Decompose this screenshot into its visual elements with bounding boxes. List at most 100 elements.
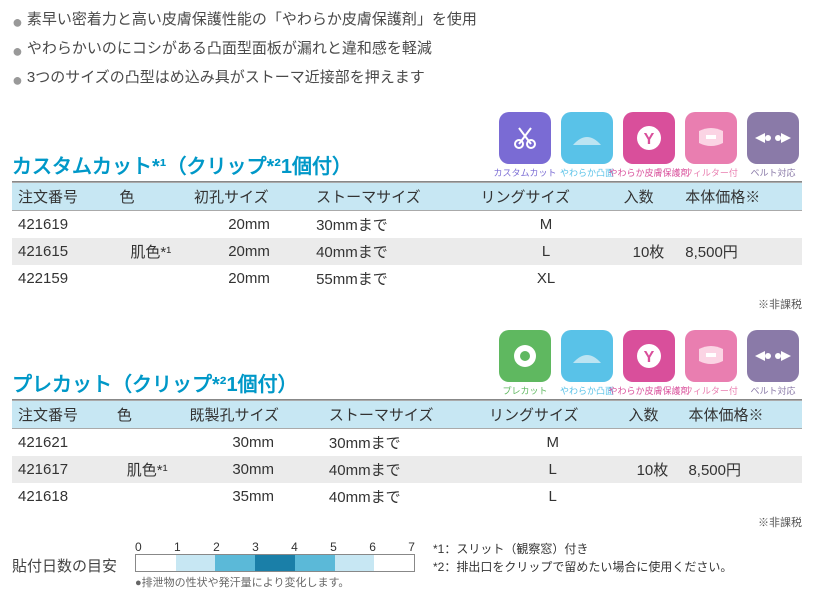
table-row: 421621 30mm 30mmまで M	[12, 429, 802, 457]
icon-label: フィルター付	[684, 166, 738, 179]
icon-precut: プレカット	[496, 330, 554, 397]
cell-ring: M	[474, 211, 617, 239]
cell-color: 肌色*¹	[114, 238, 189, 265]
col-qty: 入数	[618, 183, 680, 211]
scissors-icon	[499, 112, 551, 164]
cell-qty: 10枚	[618, 238, 680, 265]
cell-ring: L	[483, 483, 622, 510]
cell-color	[114, 265, 189, 292]
feature-icons: カスタムカット やわらか凸面 Y やわらか皮膚保護剤 フィルター付 ベルト対応	[496, 112, 802, 179]
cell-price: 8,500円	[682, 456, 802, 483]
wear-days-label: 貼付日数の目安	[12, 555, 117, 576]
scale-ticks: 0 1 2 3 4 5 6 7	[135, 540, 415, 554]
tick: 4	[291, 540, 298, 554]
cell-stoma: 30mmまで	[323, 429, 483, 457]
cell-ring: L	[474, 238, 617, 265]
scale-bar	[135, 554, 415, 572]
bullet-dot: ●	[12, 66, 23, 95]
icon-filter: フィルター付	[682, 112, 740, 179]
icon-belt: ベルト対応	[744, 330, 802, 397]
tick: 6	[369, 540, 376, 554]
col-ring-size: リングサイズ	[474, 183, 617, 211]
cell-stoma: 30mmまで	[310, 211, 474, 239]
icon-skin-protect: Y やわらか皮膚保護剤	[620, 112, 678, 179]
tick: 5	[330, 540, 337, 554]
col-color: 色	[114, 183, 189, 211]
icon-belt: ベルト対応	[744, 112, 802, 179]
cell-price: 8,500円	[679, 238, 802, 265]
cell-ring: M	[483, 429, 622, 457]
cell-hole: 30mm	[183, 456, 322, 483]
col-order-no: 注文番号	[12, 183, 114, 211]
col-hole-size: 既製孔サイズ	[183, 401, 322, 429]
footnotes: *1：スリット（観察窓）付き *2：排出口をクリップで留めたい場合に使用ください…	[433, 540, 732, 576]
cell-ring: XL	[474, 265, 617, 292]
col-order-no: 注文番号	[12, 401, 111, 429]
icon-label: カスタムカット	[494, 166, 557, 179]
svg-text:Y: Y	[644, 349, 655, 366]
icon-label: ベルト対応	[750, 166, 795, 179]
cell-stoma: 40mmまで	[323, 456, 483, 483]
cell-hole: 20mm	[188, 265, 310, 292]
col-stoma-size: ストーマサイズ	[323, 401, 483, 429]
scale-note: ●排泄物の性状や発汗量により変化します。	[135, 574, 415, 590]
cell-price	[679, 265, 802, 292]
icon-label: やわらか皮膚保護剤	[609, 166, 690, 179]
cell-hole: 20mm	[188, 238, 310, 265]
tick: 1	[174, 540, 181, 554]
product-table-1: 注文番号 色 初孔サイズ ストーマサイズ リングサイズ 入数 本体価格※ 421…	[12, 182, 802, 292]
cell-order-no: 421615	[12, 238, 114, 265]
cell-qty	[618, 265, 680, 292]
icon-label: やわらか凸面	[560, 384, 614, 397]
filter-icon	[685, 330, 737, 382]
cell-qty: 10枚	[622, 456, 682, 483]
icon-filter: フィルター付	[682, 330, 740, 397]
cell-stoma: 40mmまで	[323, 483, 483, 510]
cell-stoma: 55mmまで	[310, 265, 474, 292]
cell-order-no: 421617	[12, 456, 111, 483]
feature-icons: プレカット やわらか凸面 Y やわらか皮膚保護剤 フィルター付 ベルト対応	[496, 330, 802, 397]
section-precut: プレカット（クリップ*²1個付） プレカット やわらか凸面 Y やわらか皮膚保護…	[12, 330, 802, 530]
footer-row: 貼付日数の目安 0 1 2 3 4 5 6 7 ●排泄物の性状や発汗量により変化…	[12, 540, 802, 590]
col-price: 本体価格※	[682, 401, 802, 429]
convex-icon	[561, 112, 613, 164]
bullet-dot: ●	[12, 37, 23, 66]
icon-label: やわらか凸面	[560, 166, 614, 179]
icon-soft-convex: やわらか凸面	[558, 330, 616, 397]
convex-icon	[561, 330, 613, 382]
icon-label: やわらか皮膚保護剤	[609, 384, 690, 397]
footnote-1: *1：スリット（観察窓）付き	[433, 540, 732, 558]
col-color: 色	[111, 401, 184, 429]
filter-icon	[685, 112, 737, 164]
icon-skin-protect: Y やわらか皮膚保護剤	[620, 330, 678, 397]
bullet-text: 素早い密着力と高い皮膚保護性能の「やわらか皮膚保護剤」を使用	[27, 8, 477, 32]
y-icon: Y	[623, 112, 675, 164]
col-hole-size: 初孔サイズ	[188, 183, 310, 211]
section-custom-cut: カスタムカット*¹（クリップ*²1個付） カスタムカット やわらか凸面 Y やわ…	[12, 112, 802, 312]
product-table-2: 注文番号 色 既製孔サイズ ストーマサイズ リングサイズ 入数 本体価格※ 42…	[12, 400, 802, 510]
cell-qty	[622, 429, 682, 457]
table-row: 421615 肌色*¹ 20mm 40mmまで L 10枚 8,500円	[12, 238, 802, 265]
section-header: プレカット（クリップ*²1個付） プレカット やわらか凸面 Y やわらか皮膚保護…	[12, 330, 802, 400]
cell-hole: 30mm	[183, 429, 322, 457]
bullet-item: ●3つのサイズの凸型はめ込み具がストーマ近接部を押えます	[12, 66, 802, 95]
bullet-item: ●やわらかいのにコシがある凸面型面板が漏れと違和感を軽減	[12, 37, 802, 66]
table-row: 421619 20mm 30mmまで M	[12, 211, 802, 239]
precut-icon	[499, 330, 551, 382]
cell-stoma: 40mmまで	[310, 238, 474, 265]
section-header: カスタムカット*¹（クリップ*²1個付） カスタムカット やわらか凸面 Y やわ…	[12, 112, 802, 182]
belt-icon	[747, 330, 799, 382]
table-header-row: 注文番号 色 既製孔サイズ ストーマサイズ リングサイズ 入数 本体価格※	[12, 401, 802, 429]
tick: 3	[252, 540, 259, 554]
tax-note: ※非課税	[12, 514, 802, 530]
cell-hole: 20mm	[188, 211, 310, 239]
bullet-dot: ●	[12, 8, 23, 37]
col-qty: 入数	[622, 401, 682, 429]
cell-color	[111, 483, 184, 510]
belt-icon	[747, 112, 799, 164]
cell-order-no: 421621	[12, 429, 111, 457]
icon-label: プレカット	[502, 384, 547, 397]
icon-soft-convex: やわらか凸面	[558, 112, 616, 179]
tax-note: ※非課税	[12, 296, 802, 312]
cell-price	[682, 429, 802, 457]
